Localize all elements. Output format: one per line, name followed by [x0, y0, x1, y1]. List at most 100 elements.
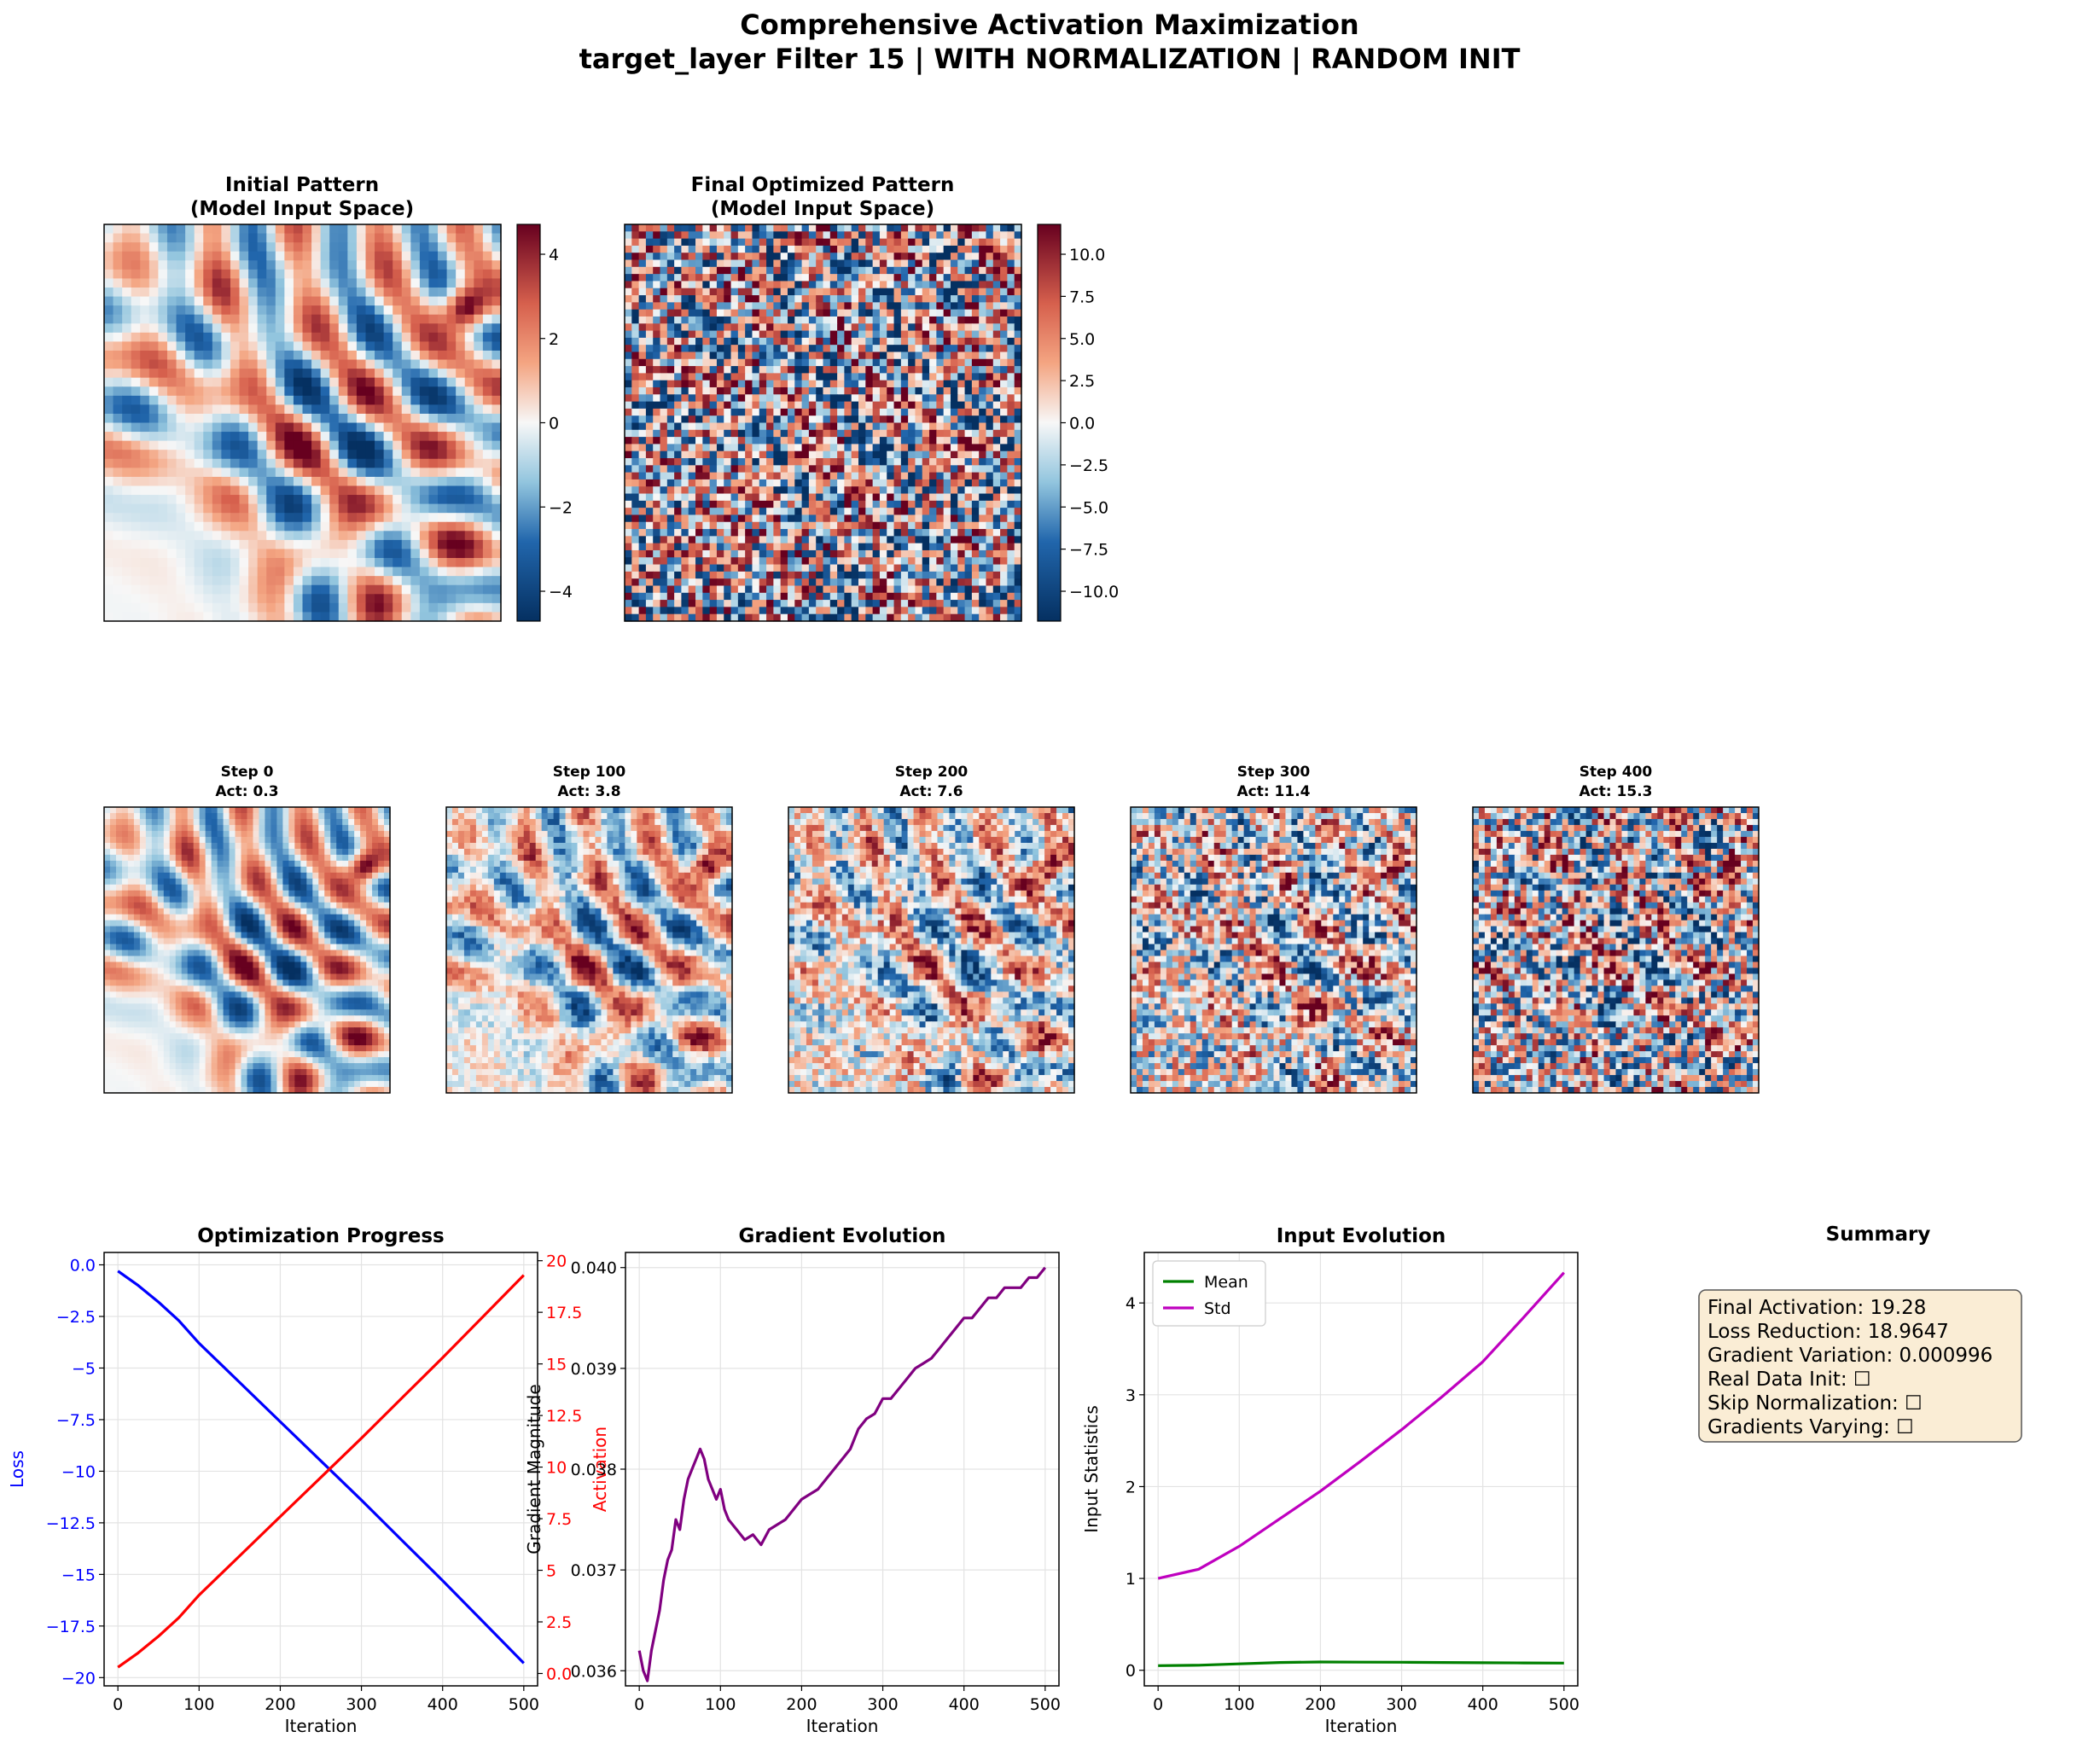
heatmap-cell [829, 592, 838, 601]
heatmap-cell [365, 233, 375, 243]
heatmap-cell [1014, 557, 1022, 566]
heatmap-cell [979, 238, 987, 247]
heatmap-cell [752, 380, 760, 388]
heatmap-cell [311, 458, 322, 468]
heatmap-cell [808, 408, 817, 416]
heatmap-cell [709, 458, 718, 466]
heatmap-cell [787, 578, 795, 587]
heatmap-cell [844, 592, 852, 601]
heatmap-cell [992, 352, 1001, 360]
heatmap-cell [113, 278, 123, 288]
heatmap-cell [638, 458, 647, 466]
heatmap-cell [194, 476, 204, 487]
heatmap-cell [737, 352, 746, 360]
heatmap-cell [631, 253, 640, 261]
heatmap-cell [787, 302, 795, 311]
heatmap-cell [456, 485, 466, 496]
heatmap-cell [971, 401, 980, 410]
heatmap-cell [893, 394, 902, 403]
heatmap-cell [893, 358, 902, 367]
heatmap-cell [419, 450, 430, 460]
heatmap-cell [858, 479, 866, 487]
heatmap-cell [365, 242, 375, 253]
heatmap-cell [257, 531, 267, 541]
heatmap-cell [631, 224, 640, 232]
heatmap-cell [631, 508, 640, 516]
heatmap-cell [929, 309, 937, 317]
heatmap-cell [766, 380, 774, 388]
heatmap-cell [979, 422, 987, 431]
heatmap-cell [730, 521, 739, 530]
heatmap-cell [383, 224, 393, 235]
heatmap-cell [759, 458, 767, 466]
heatmap-cell [971, 592, 980, 601]
heatmap-cell [1014, 564, 1022, 572]
heatmap-cell [787, 564, 795, 572]
heatmap-cell [666, 521, 675, 530]
heatmap-cell [645, 571, 654, 579]
heatmap-cell [893, 352, 902, 360]
heatmap-cell [1014, 366, 1022, 374]
heatmap-cell [681, 578, 689, 587]
heatmap-cell [688, 352, 696, 360]
heatmap-cell [275, 521, 285, 532]
heatmap-cell [266, 224, 276, 235]
heatmap-cell [185, 440, 195, 450]
heatmap-cell [329, 531, 340, 541]
heatmap-cell [625, 493, 632, 502]
heatmap-cell [730, 450, 739, 459]
heatmap-cell [943, 592, 951, 601]
heatmap-cell [992, 380, 1001, 388]
heatmap-cell [419, 531, 430, 541]
heatmap-cell [943, 415, 951, 424]
heatmap-cell [438, 422, 448, 433]
heatmap-cell [338, 278, 348, 288]
heatmap-cell [638, 352, 647, 360]
heatmap-cell [492, 251, 502, 261]
heatmap-cell [844, 549, 852, 558]
heatmap-cell [1000, 386, 1008, 395]
heatmap-cell [638, 238, 647, 247]
heatmap-cell [986, 585, 994, 594]
heatmap-cell [865, 386, 874, 395]
heatmap-cell [631, 352, 640, 360]
heatmap-cell [893, 302, 902, 311]
heatmap-cell [212, 224, 222, 235]
heatmap-cell [837, 437, 846, 445]
heatmap-cell [908, 224, 916, 232]
heatmap-cell [625, 472, 632, 480]
heatmap-cell [194, 305, 204, 316]
heatmap-cell [929, 564, 937, 572]
heatmap-cell [837, 309, 846, 317]
heatmap-cell [950, 253, 958, 261]
heatmap-cell [474, 269, 484, 280]
heatmap-cell [438, 395, 448, 405]
heatmap-cell [631, 571, 640, 579]
heatmap-cell [759, 386, 767, 395]
heatmap-cell [375, 485, 385, 496]
heatmap-cell [957, 231, 966, 240]
heatmap-cell [674, 330, 683, 339]
heatmap-cell [203, 612, 213, 622]
heatmap-cell [365, 395, 375, 405]
heatmap-cell [474, 594, 484, 604]
heatmap-cell [158, 612, 168, 622]
heatmap-cell [666, 549, 675, 558]
heatmap-cell [688, 415, 696, 424]
heatmap-cell [971, 323, 980, 332]
heatmap-cell [393, 386, 403, 397]
heatmap-cell [872, 508, 881, 516]
heatmap-cell [482, 278, 493, 288]
heatmap-cell [964, 345, 973, 353]
heatmap-cell [816, 330, 824, 339]
heatmap-cell [230, 305, 241, 316]
heatmap-cell [393, 602, 403, 613]
heatmap-cell [851, 592, 859, 601]
heatmap-cell [879, 508, 887, 516]
heatmap-cell [915, 316, 923, 324]
heatmap-cell [401, 450, 411, 460]
heatmap-cell [113, 558, 123, 568]
heatmap-cell [365, 594, 375, 604]
heatmap-cell [766, 429, 774, 438]
heatmap-cell [393, 359, 403, 369]
